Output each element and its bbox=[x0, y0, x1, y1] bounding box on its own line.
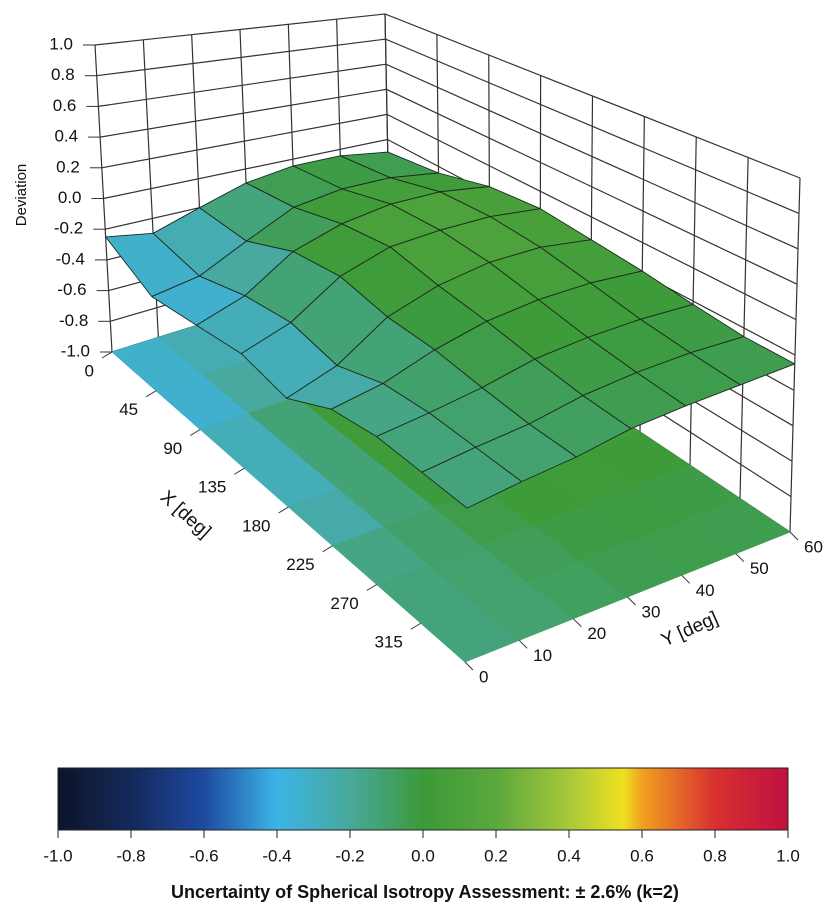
x-tick-label: 0 bbox=[85, 361, 94, 380]
z-axis-title: Deviation bbox=[13, 164, 30, 227]
z-tick-label: 0.0 bbox=[58, 188, 82, 207]
y-tick-label: 60 bbox=[804, 537, 823, 556]
z-tick-label: 0.6 bbox=[53, 96, 77, 115]
tick-mark bbox=[518, 639, 528, 649]
z-tick-label: -0.2 bbox=[54, 219, 83, 238]
y-tick-label: 40 bbox=[696, 581, 715, 600]
tick-mark bbox=[627, 596, 636, 606]
colorbar-tick-label: 0.0 bbox=[411, 846, 435, 865]
tick-mark bbox=[572, 618, 582, 628]
z-tick-label: 1.0 bbox=[49, 34, 73, 53]
tick-mark bbox=[735, 553, 745, 563]
z-tick-label: -0.4 bbox=[56, 249, 85, 268]
tick-mark bbox=[278, 506, 289, 514]
colorbar-tick-label: -0.8 bbox=[116, 846, 145, 865]
colorbar-tick-label: -0.2 bbox=[335, 846, 364, 865]
colorbar-tick-label: -0.6 bbox=[189, 846, 218, 865]
tick-mark bbox=[101, 351, 113, 359]
x-tick-label: 315 bbox=[375, 633, 403, 652]
colorbar-label: Uncertainty of Spherical Isotropy Assess… bbox=[171, 882, 679, 902]
z-tick-label: -1.0 bbox=[61, 341, 90, 360]
x-tick-label: 45 bbox=[119, 400, 138, 419]
colorbar-tick-label: 1.0 bbox=[776, 846, 800, 865]
grid-line bbox=[739, 157, 749, 499]
z-tick-label: -0.8 bbox=[59, 311, 88, 330]
colorbar-tick-label: 0.8 bbox=[703, 846, 727, 865]
y-tick-label: 0 bbox=[479, 667, 488, 686]
grid-line bbox=[689, 136, 697, 466]
tick-mark bbox=[189, 429, 201, 436]
tick-mark bbox=[464, 661, 474, 671]
x-tick-label: 135 bbox=[198, 478, 226, 497]
colorbar-tick-label: 0.6 bbox=[630, 846, 654, 865]
tick-mark bbox=[145, 390, 157, 398]
tick-mark bbox=[366, 584, 378, 591]
tick-mark bbox=[681, 574, 691, 584]
x-tick-label: 225 bbox=[286, 555, 314, 574]
x-tick-label: 90 bbox=[163, 439, 182, 458]
tick-mark bbox=[234, 467, 245, 475]
z-tick-label: 0.8 bbox=[51, 65, 75, 84]
z-tick-label: -0.6 bbox=[57, 280, 86, 299]
y-axis-title: Y [deg] bbox=[658, 608, 721, 652]
y-tick-label: 30 bbox=[642, 602, 661, 621]
y-tick-label: 20 bbox=[587, 624, 606, 643]
z-tick-label: 0.2 bbox=[56, 157, 80, 176]
wall-edge bbox=[789, 177, 801, 533]
x-tick-label: 270 bbox=[330, 594, 358, 613]
y-tick-label: 50 bbox=[750, 559, 769, 578]
z-tick-label: 0.4 bbox=[54, 127, 78, 146]
surface-cell bbox=[421, 446, 523, 509]
x-tick-label: 180 bbox=[242, 516, 270, 535]
y-tick-label: 10 bbox=[533, 646, 552, 665]
tick-mark bbox=[410, 622, 422, 630]
colorbar-tick-label: -1.0 bbox=[43, 846, 72, 865]
colorbar-tick-label: 0.2 bbox=[484, 846, 508, 865]
colorbar-tick-label: 0.4 bbox=[557, 846, 581, 865]
colorbar-tick-label: -0.4 bbox=[262, 846, 291, 865]
colorbar bbox=[57, 767, 789, 831]
tick-mark bbox=[789, 531, 799, 541]
tick-mark bbox=[322, 545, 333, 553]
